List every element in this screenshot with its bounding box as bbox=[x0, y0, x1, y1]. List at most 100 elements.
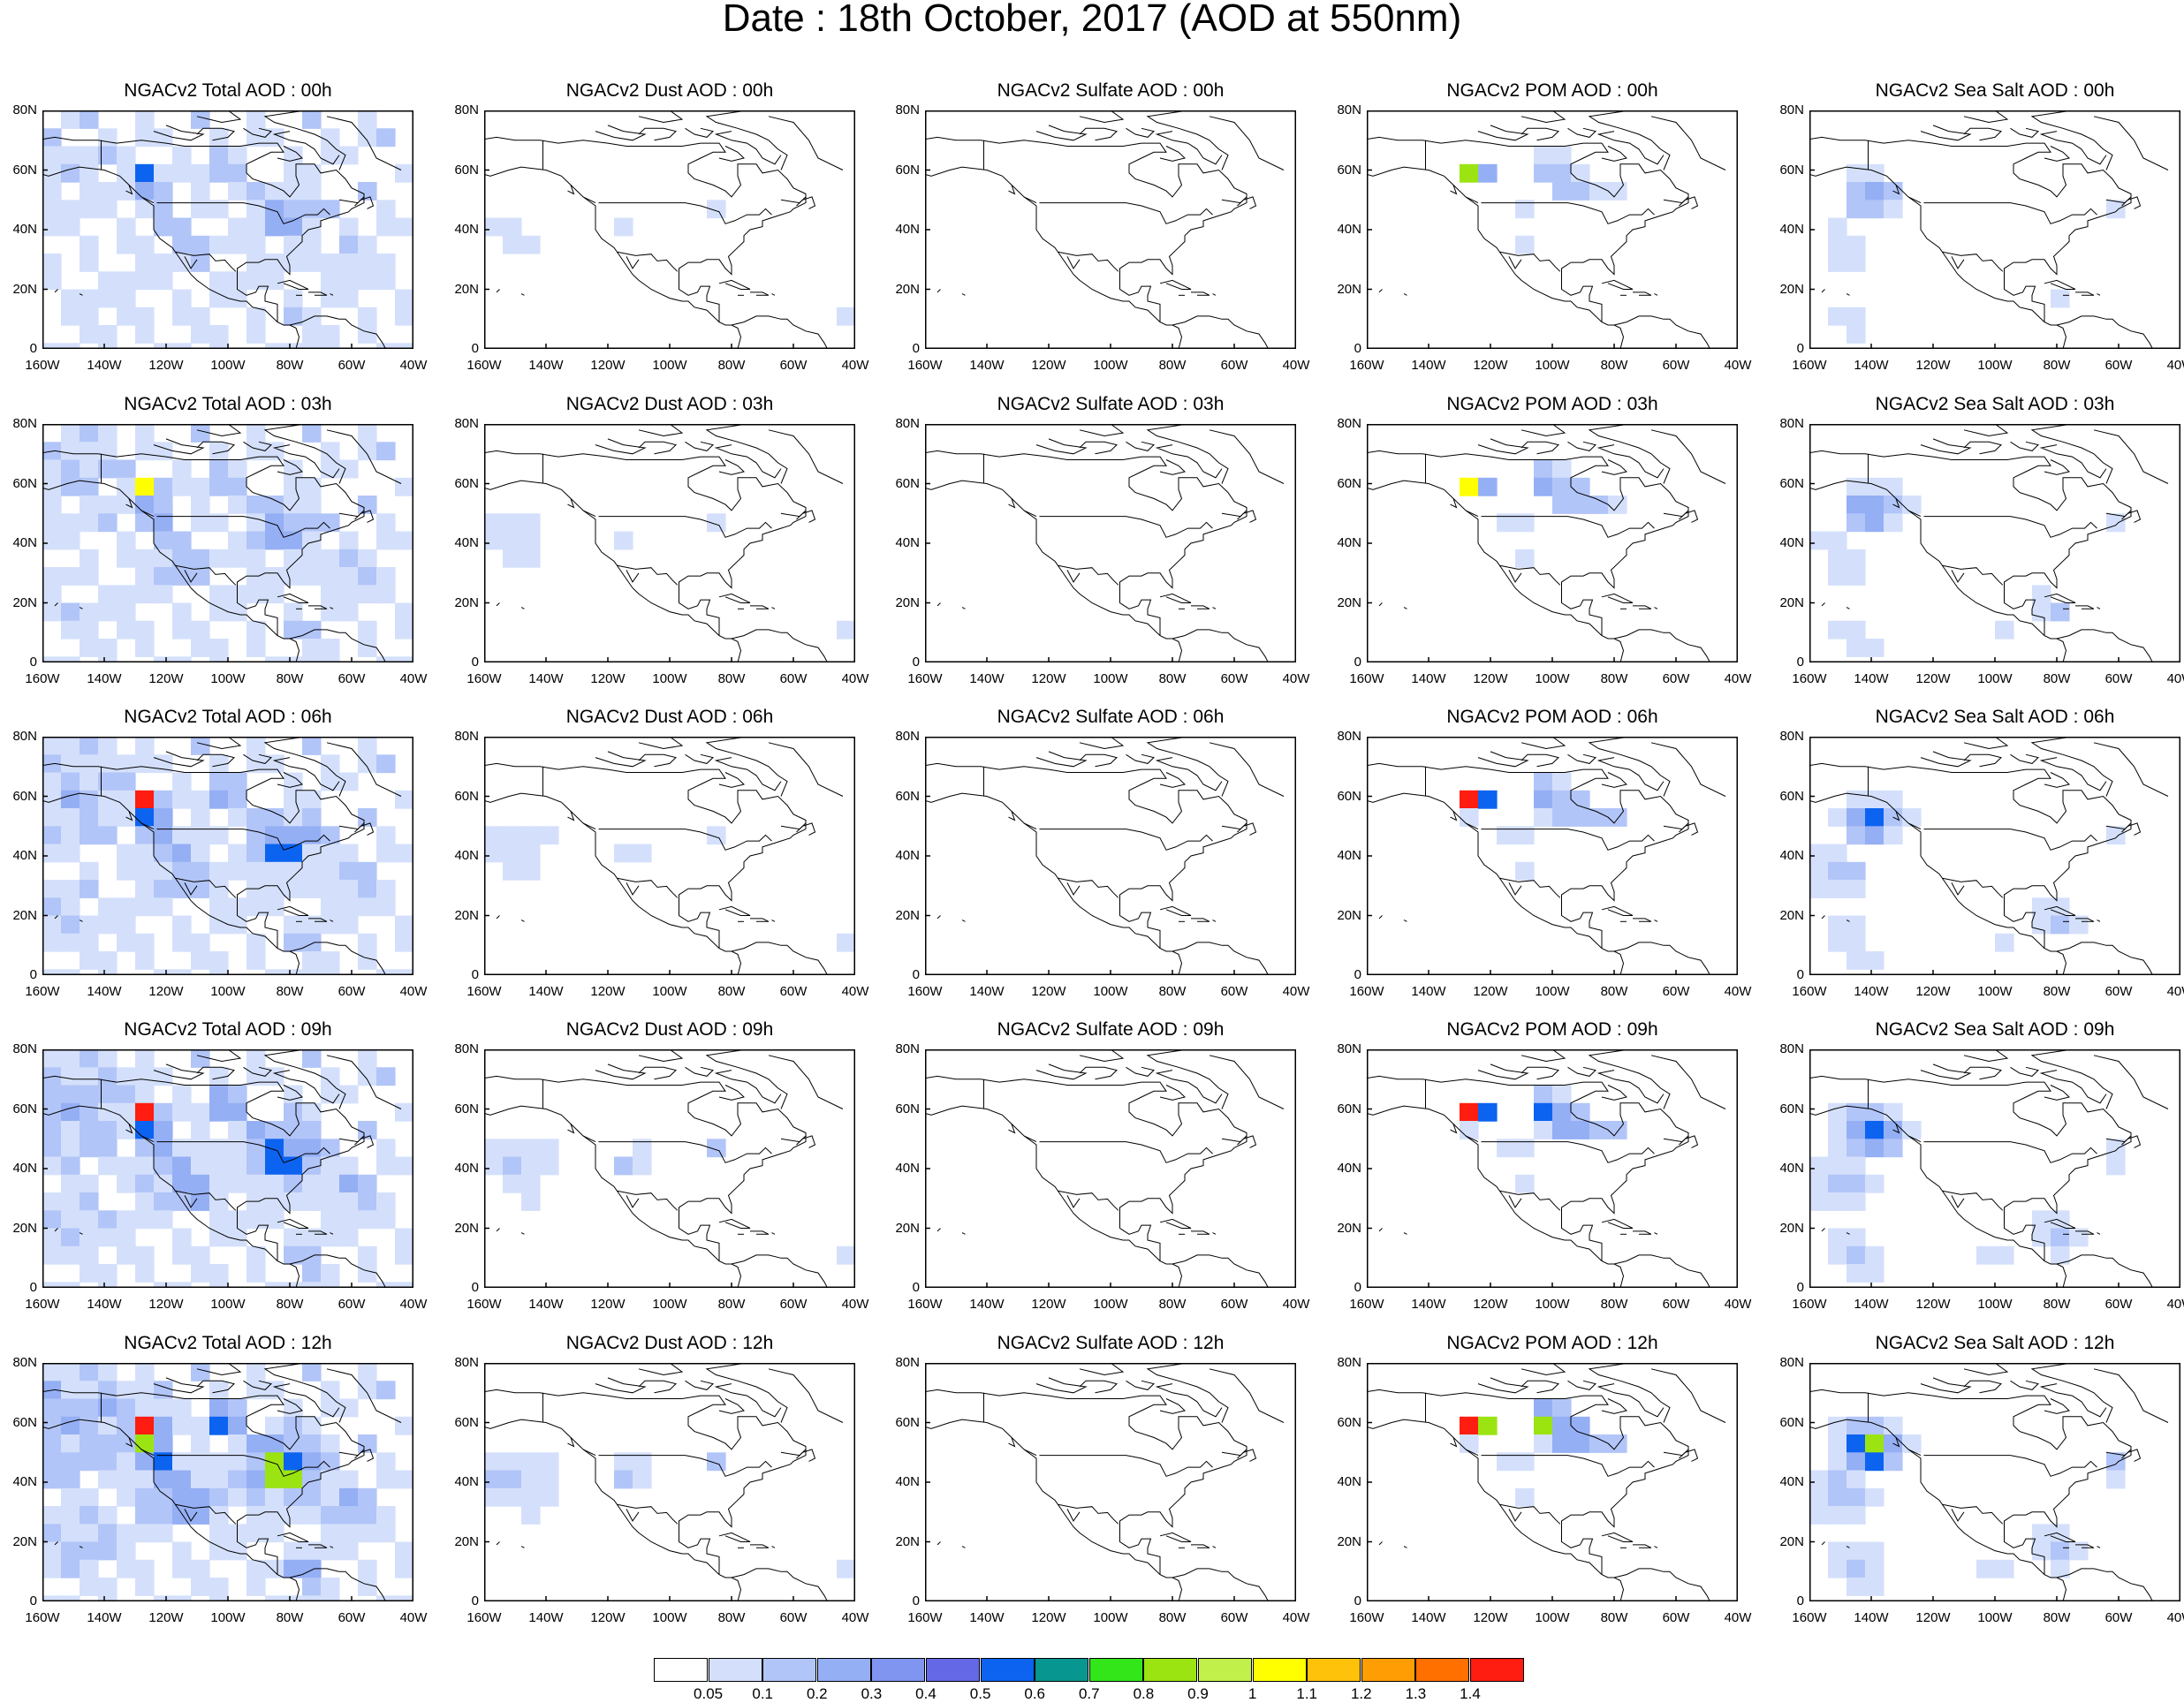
aod-cell bbox=[61, 217, 80, 237]
coastline bbox=[1403, 920, 1407, 922]
lon-label: 140W bbox=[1854, 358, 1889, 373]
lon-label: 100W bbox=[1977, 358, 2013, 373]
colorbar-swatch bbox=[980, 1658, 1035, 1682]
aod-map bbox=[925, 424, 1296, 662]
aod-cell bbox=[154, 182, 173, 201]
coastline bbox=[714, 1070, 782, 1104]
coastline bbox=[272, 131, 340, 165]
aod-cell bbox=[172, 477, 192, 496]
aod-cell bbox=[246, 1210, 266, 1230]
coastline bbox=[54, 602, 58, 607]
lat-label: 80N bbox=[454, 1041, 479, 1056]
aod-cell bbox=[117, 772, 136, 791]
coastline bbox=[638, 753, 678, 768]
coastline bbox=[1951, 882, 1965, 896]
coastline bbox=[484, 166, 742, 349]
aod-cell bbox=[284, 656, 303, 662]
aod-cell bbox=[1847, 1264, 1866, 1283]
aod-cell bbox=[265, 1381, 284, 1400]
coastline bbox=[714, 757, 782, 791]
aod-cell bbox=[135, 754, 155, 774]
lat-label: 80N bbox=[12, 416, 37, 431]
lon-label: 80W bbox=[1600, 984, 1628, 999]
aod-cell bbox=[135, 1363, 155, 1381]
coastline bbox=[1596, 757, 1665, 791]
lon-label: 80W bbox=[1600, 1610, 1628, 1625]
lat-label: 80N bbox=[1337, 729, 1361, 744]
coastline bbox=[1403, 293, 1407, 296]
aod-cell bbox=[117, 585, 136, 604]
aod-cell bbox=[117, 146, 136, 165]
aod-cell bbox=[209, 1398, 229, 1418]
aod-cell bbox=[1847, 1541, 1866, 1561]
aod-cell bbox=[191, 826, 210, 845]
coastline bbox=[140, 510, 155, 518]
coastline bbox=[42, 450, 365, 636]
coastline bbox=[1654, 920, 1658, 922]
aod-cell bbox=[521, 1487, 541, 1507]
coastline bbox=[1237, 1449, 1257, 1462]
aod-cell bbox=[302, 307, 322, 326]
coastline bbox=[1477, 751, 1529, 768]
panel-title: NGACv2 Sea Salt AOD : 09h bbox=[1875, 1019, 2115, 1040]
aod-cell bbox=[246, 897, 266, 917]
coastline bbox=[1146, 424, 1229, 484]
aod-cell bbox=[228, 496, 247, 514]
aod-cell bbox=[321, 861, 340, 881]
aod-cell bbox=[1589, 182, 1609, 201]
coastline bbox=[140, 1449, 155, 1457]
aod-cell bbox=[358, 1363, 377, 1381]
coastline bbox=[780, 822, 807, 830]
aod-cell bbox=[191, 549, 210, 568]
aod-cell bbox=[1847, 200, 1866, 219]
lon-label: 160W bbox=[466, 358, 502, 373]
coastline bbox=[1846, 293, 1850, 296]
aod-cell bbox=[117, 754, 136, 774]
aod-cell bbox=[1478, 163, 1498, 183]
aod-cell bbox=[98, 424, 118, 443]
aod-cell bbox=[154, 1416, 173, 1435]
lat-label: 60N bbox=[1779, 1101, 1804, 1116]
coastline bbox=[685, 441, 715, 451]
coastline bbox=[243, 441, 273, 451]
coastline bbox=[768, 1055, 844, 1109]
aod-cell bbox=[395, 602, 413, 622]
coastline bbox=[1650, 1368, 1726, 1423]
coastline bbox=[1809, 1105, 2067, 1288]
lat-label: 0 bbox=[1354, 1593, 1361, 1608]
lon-label: 60W bbox=[2104, 1297, 2133, 1312]
aod-cell bbox=[135, 880, 155, 898]
aod-cell bbox=[228, 1174, 247, 1193]
colorbar-swatch bbox=[1470, 1658, 1524, 1682]
aod-cell bbox=[191, 808, 210, 827]
aod-cell bbox=[209, 1174, 229, 1193]
aod-cell bbox=[80, 915, 99, 935]
aod-cell bbox=[395, 1470, 413, 1489]
coastline bbox=[496, 1228, 500, 1232]
aod-cell bbox=[284, 1245, 303, 1265]
lat-label: 20N bbox=[1337, 907, 1361, 923]
aod-cell bbox=[321, 656, 340, 662]
lon-label: 120W bbox=[1473, 984, 1508, 999]
lon-label: 140W bbox=[528, 358, 564, 373]
aod-cell bbox=[209, 343, 229, 349]
aod-cell bbox=[265, 531, 284, 550]
aod-cell bbox=[284, 880, 303, 898]
aod-cell bbox=[1515, 861, 1535, 881]
aod-cell bbox=[358, 110, 377, 129]
aod-cell bbox=[321, 289, 340, 308]
colorbar-label: 0.1 bbox=[752, 1685, 773, 1702]
aod-cell bbox=[61, 1174, 80, 1193]
coastline bbox=[1126, 753, 1156, 764]
lon-label: 140W bbox=[1854, 1610, 1889, 1625]
aod-cell bbox=[1497, 1139, 1516, 1158]
aod-cell bbox=[1828, 1139, 1847, 1158]
coastline bbox=[330, 1232, 334, 1235]
aod-cell bbox=[395, 933, 413, 952]
aod-cell bbox=[358, 1192, 377, 1211]
lat-label: 80N bbox=[12, 1355, 37, 1370]
aod-cell bbox=[172, 1398, 192, 1418]
aod-cell bbox=[1460, 163, 1479, 183]
aod-cell bbox=[61, 1228, 80, 1247]
coastline bbox=[308, 605, 328, 609]
